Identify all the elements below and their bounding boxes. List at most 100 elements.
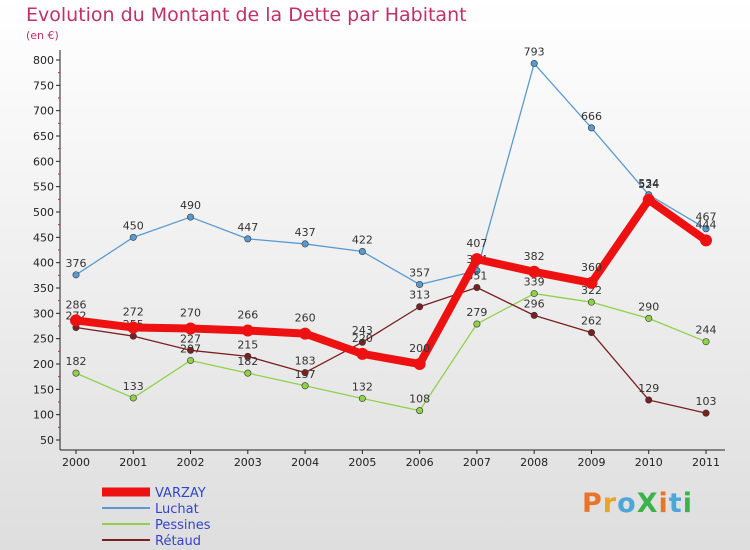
data-label: 666 xyxy=(581,110,602,123)
logo-letter: X xyxy=(636,488,659,519)
data-label: 450 xyxy=(123,219,144,232)
data-label: 266 xyxy=(237,309,258,322)
data-label: 182 xyxy=(66,355,87,368)
logo-letter: t xyxy=(668,488,683,519)
data-point xyxy=(187,356,195,364)
data-point xyxy=(129,332,137,340)
y-tick-label: 100 xyxy=(33,409,54,422)
data-label: 132 xyxy=(352,380,373,393)
data-point xyxy=(416,303,424,311)
data-point xyxy=(645,314,653,322)
data-point xyxy=(72,369,80,377)
data-label: 290 xyxy=(638,300,659,313)
data-point xyxy=(473,320,481,328)
series-line-luchat xyxy=(75,62,707,286)
data-point xyxy=(358,394,366,402)
data-label: 244 xyxy=(696,324,717,337)
data-point xyxy=(244,352,252,360)
x-tick-label: 2010 xyxy=(635,456,663,469)
data-label: 322 xyxy=(581,284,602,297)
series-line-varzay xyxy=(75,195,709,368)
x-tick-label: 2004 xyxy=(291,456,319,469)
data-label: 108 xyxy=(409,393,430,406)
y-tick-label: 550 xyxy=(33,181,54,194)
x-tick-label: 2006 xyxy=(406,456,434,469)
data-label: 339 xyxy=(524,276,545,289)
data-label: 447 xyxy=(237,221,258,234)
data-label: 444 xyxy=(696,218,717,231)
y-tick-label: 450 xyxy=(33,231,54,244)
data-label: 200 xyxy=(409,342,430,355)
data-point xyxy=(244,235,252,243)
legend-label: VARZAY xyxy=(155,486,206,501)
y-tick-label: 750 xyxy=(33,79,54,92)
data-point xyxy=(530,60,538,68)
data-point xyxy=(301,240,309,248)
x-tick-label: 2005 xyxy=(348,456,376,469)
data-label: 524 xyxy=(638,178,659,191)
data-point xyxy=(358,248,366,256)
data-point xyxy=(301,382,309,390)
data-point xyxy=(299,327,312,340)
data-label: 129 xyxy=(638,382,659,395)
y-tick-label: 250 xyxy=(33,333,54,346)
data-point xyxy=(528,265,541,278)
data-label: 215 xyxy=(237,338,258,351)
data-label: 133 xyxy=(123,380,144,393)
logo-letter: i xyxy=(682,488,693,519)
logo-letter: o xyxy=(617,488,637,519)
data-label: 270 xyxy=(180,307,201,320)
data-point xyxy=(72,271,80,279)
y-tick-label: 500 xyxy=(33,206,54,219)
data-point xyxy=(702,225,710,233)
y-tick-label: 350 xyxy=(33,282,54,295)
series-line-pessines xyxy=(75,292,707,412)
data-label: 467 xyxy=(696,211,717,224)
data-point xyxy=(585,276,598,289)
x-tick-label: 2000 xyxy=(62,456,90,469)
x-tick-label: 2008 xyxy=(520,456,548,469)
proxiti-logo: ProXiti xyxy=(582,488,693,519)
data-label: 793 xyxy=(524,46,545,59)
data-point xyxy=(413,358,426,370)
data-point xyxy=(70,314,82,327)
data-point xyxy=(129,394,137,402)
data-label: 286 xyxy=(66,298,87,311)
x-tick-label: 2001 xyxy=(119,456,147,469)
data-label: 407 xyxy=(466,237,487,250)
x-tick-label: 2002 xyxy=(177,456,205,469)
data-label: 313 xyxy=(409,289,430,302)
series-line-rétaud xyxy=(75,286,707,414)
data-point xyxy=(416,407,424,415)
y-tick-label: 600 xyxy=(33,155,54,168)
logo-letter: r xyxy=(602,488,618,519)
data-point xyxy=(587,124,595,132)
y-tick-label: 800 xyxy=(33,54,54,67)
y-tick-label: 200 xyxy=(33,358,54,371)
x-tick-label: 2009 xyxy=(577,456,605,469)
data-point xyxy=(301,369,309,377)
data-label: 262 xyxy=(581,315,602,328)
data-label: 260 xyxy=(295,312,316,325)
data-point xyxy=(244,369,252,377)
data-point xyxy=(356,347,369,360)
data-label: 296 xyxy=(524,297,545,310)
data-label: 490 xyxy=(180,199,201,212)
data-point xyxy=(587,329,595,337)
data-point xyxy=(187,346,195,354)
data-point xyxy=(470,253,483,266)
data-point xyxy=(587,298,595,306)
data-label: 382 xyxy=(524,250,545,263)
data-label: 243 xyxy=(352,324,373,337)
data-label: 360 xyxy=(581,261,602,274)
data-label: 437 xyxy=(295,226,316,239)
data-point xyxy=(184,322,197,335)
logo-letter: i xyxy=(658,488,669,519)
data-point xyxy=(187,213,195,221)
data-point xyxy=(127,321,140,334)
x-tick-label: 2007 xyxy=(463,456,491,469)
data-point xyxy=(473,283,481,291)
data-label: 357 xyxy=(409,266,430,279)
data-point xyxy=(416,280,424,288)
data-point xyxy=(129,233,137,241)
